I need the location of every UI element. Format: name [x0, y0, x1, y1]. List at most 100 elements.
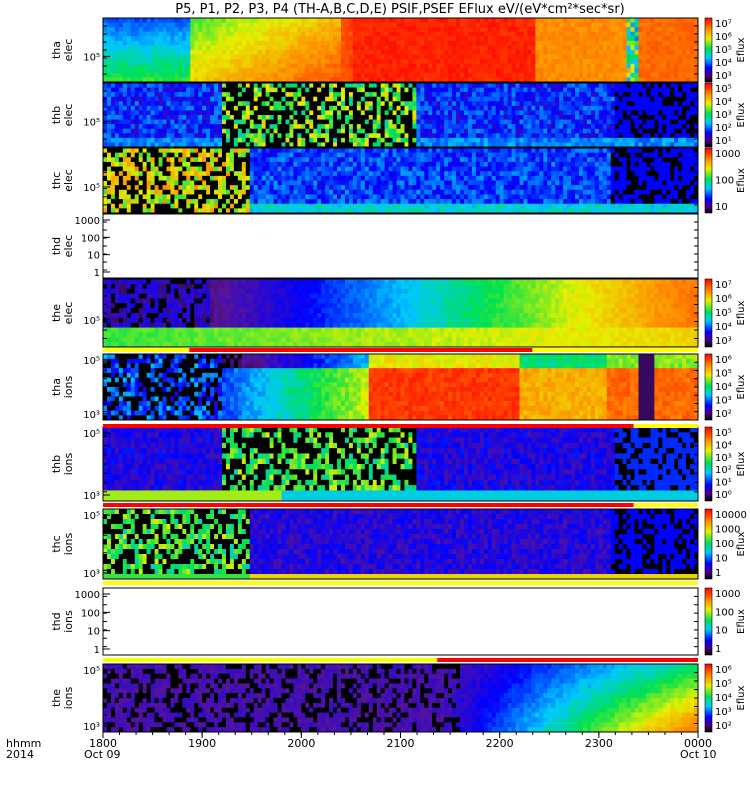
x-tick-label: 1800 — [89, 737, 117, 750]
mode-bar-segment — [103, 348, 190, 352]
colorbar — [704, 663, 713, 733]
colorbar-tick: 10² — [715, 409, 732, 420]
panel-label-bottom: ions — [62, 610, 75, 633]
colorbar-tick: 10³ — [715, 336, 732, 347]
panel-label-top: thb — [50, 106, 63, 124]
colorbar-tick: 1 — [715, 644, 721, 655]
y-tick-label: 100 — [81, 233, 100, 244]
mode-bar-tha-ions — [103, 424, 698, 428]
colorbar-label: Eflux — [736, 609, 747, 634]
colorbar-tick: 10⁵ — [715, 84, 732, 95]
colorbar-tick: 1000 — [715, 589, 740, 600]
colorbar-label: Eflux — [736, 168, 747, 193]
mode-bar-the-elec — [103, 348, 698, 352]
colorbar-tick: 10⁵ — [715, 679, 732, 690]
y-tick-label: 1000 — [75, 216, 100, 227]
panel-label-top: tha — [50, 41, 63, 59]
panel-label-top: thd — [50, 237, 63, 255]
colorbar-tick: 10⁴ — [715, 97, 732, 108]
colorbar — [704, 278, 713, 348]
colorbar — [704, 82, 713, 148]
panel-thc-elec: thc elec 10⁵ 10 100 1000 Eflux — [50, 147, 747, 214]
colorbar-tick: 1000 — [715, 149, 740, 160]
colorbar-tick: 10⁶ — [715, 355, 732, 366]
colorbar-tick: 10⁵ — [715, 45, 732, 56]
panel-label-top: thd — [50, 612, 63, 630]
panel-the-ions: the ions 10⁵ 10³ 10² 10³ 10⁴ 10⁵ 10⁶ Eflux — [50, 663, 747, 733]
colorbar-tick: 10² — [715, 123, 732, 134]
x-row-label: hhmm — [6, 737, 41, 750]
mode-bar-segment — [103, 503, 634, 507]
colorbar — [704, 587, 713, 656]
panel-label-top: thc — [50, 172, 63, 189]
colorbar-tick: 10³ — [715, 71, 732, 82]
x-tick-label: 2000 — [287, 737, 315, 750]
colorbar-tick: 10⁴ — [715, 322, 732, 333]
y-tick-label: 10³ — [83, 722, 100, 733]
colorbar-tick: 10⁵ — [715, 308, 732, 319]
colorbar — [704, 147, 713, 214]
colorbar-tick: 10³ — [715, 707, 732, 718]
colorbar-tick: 10⁷ — [715, 19, 732, 30]
colorbar-label: Eflux — [736, 37, 747, 62]
colorbar-tick: 10³ — [715, 396, 732, 407]
heatmap-cells — [103, 664, 699, 733]
colorbar-label: Eflux — [736, 531, 747, 556]
panel-label-bottom: elec — [62, 302, 75, 325]
mode-bar-thd-ions — [103, 658, 698, 662]
colorbar-tick: 10 — [715, 202, 728, 213]
y-tick-label: 1000 — [75, 590, 100, 601]
x-tick-label: 0000 — [684, 737, 712, 750]
heatmap-cells — [103, 148, 699, 214]
colorbar — [704, 426, 713, 502]
panel-label-bottom: ions — [62, 532, 75, 555]
colorbar-tick: 100 — [715, 539, 734, 550]
colorbar-tick: 10³ — [715, 110, 732, 121]
y-tick-label: 10⁵ — [83, 511, 100, 522]
colorbar-tick: 10³ — [715, 453, 732, 464]
panel-thb-elec: thb elec 10⁵ 10¹ 10² 10³ 10⁴ 10⁵ Eflux — [50, 82, 747, 148]
panel-tha-ions: tha ions 10⁵ 10³ 10² 10³ 10⁴ 10⁵ 10⁶ Eflux — [50, 353, 747, 421]
mode-bars-layer — [103, 348, 698, 662]
y-tick-label: 10⁵ — [83, 52, 100, 63]
x-tick-label: 1900 — [188, 737, 216, 750]
colorbar-tick: 10⁵ — [715, 369, 732, 380]
mode-bar-segment — [189, 348, 533, 352]
colorbar-label: Eflux — [736, 374, 747, 399]
y-tick-label: 10⁵ — [83, 316, 100, 327]
x-date-start: Oct 09 — [84, 748, 121, 761]
y-tick-label: 10⁵ — [83, 666, 100, 677]
panel-label-bottom: ions — [62, 686, 75, 709]
colorbar-label: Eflux — [736, 685, 747, 710]
mode-bar-segment — [103, 658, 438, 662]
heatmap-cells — [103, 18, 699, 83]
y-tick-label: 10³ — [83, 410, 100, 421]
x-tick-label: 2200 — [486, 737, 514, 750]
panel-thc-ions: thc ions 10⁵ 10³ 1 10 100 1000 10000 Eflux — [50, 508, 747, 580]
colorbar-tick: 10⁰ — [715, 490, 732, 501]
y-tick-label: 10⁵ — [83, 183, 100, 194]
y-tick-label: 10⁵ — [83, 429, 100, 440]
colorbar-tick: 10⁷ — [715, 280, 732, 291]
colorbar — [704, 353, 713, 421]
colorbar-tick: 10 — [715, 626, 728, 637]
panel-tha-elec: tha elec 10⁵ 10³ 10⁴ 10⁵ 10⁶ 10⁷ Eflux — [50, 17, 747, 83]
colorbar-tick: 10² — [715, 465, 732, 476]
colorbar-tick: 1 — [715, 568, 721, 579]
panel-label-bottom: ions — [62, 375, 75, 398]
y-tick-label: 100 — [81, 608, 100, 619]
colorbar-tick: 10 — [715, 554, 728, 565]
colorbar — [704, 17, 713, 83]
colorbar-tick: 1000 — [715, 525, 740, 536]
x-tick-label: 2100 — [387, 737, 415, 750]
colorbar-tick: 10⁴ — [715, 693, 732, 704]
y-tick-label: 10 — [87, 627, 100, 638]
chart-title: P5, P1, P2, P3, P4 (TH-A,B,C,D,E) PSIF,P… — [175, 2, 624, 17]
colorbar-tick: 10² — [715, 721, 732, 732]
x-date-end: Oct 10 — [680, 748, 717, 761]
colorbar-label: Eflux — [736, 300, 747, 325]
